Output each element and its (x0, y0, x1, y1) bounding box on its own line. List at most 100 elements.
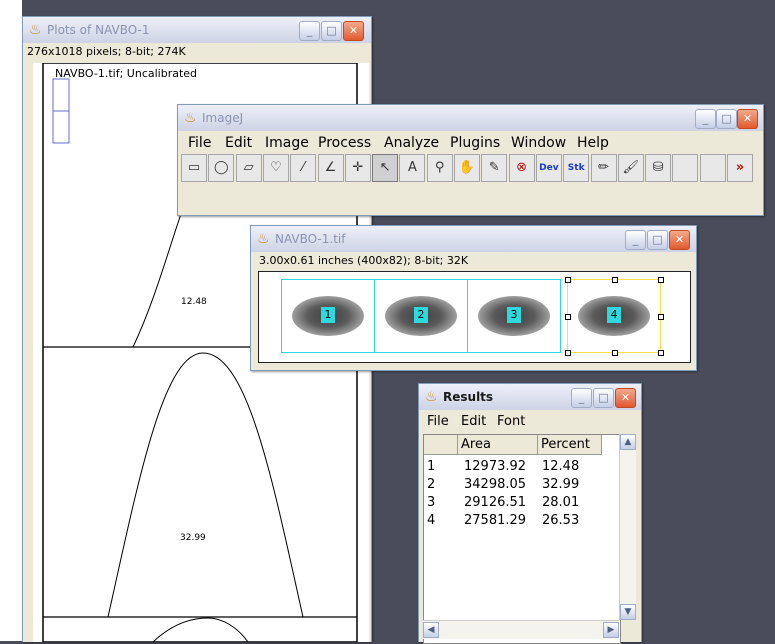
horizontal-scrollbar[interactable]: ◀ ▶ (423, 620, 619, 639)
lane-selection-2[interactable]: 2 (374, 279, 468, 353)
minimize-button[interactable]: _ (695, 109, 716, 129)
menu-analyze[interactable]: Analyze (384, 135, 440, 151)
menu-plugins[interactable]: Plugins (450, 135, 501, 151)
minimize-button[interactable]: _ (571, 388, 592, 408)
angle-tool-icon[interactable]: ∠ (317, 154, 344, 182)
area-cell: 27581.29 (464, 513, 527, 528)
cancel-tool-icon[interactable]: ⊗ (508, 154, 535, 182)
menu-edit[interactable]: Edit (225, 135, 253, 151)
imagej-menubar: File Edit Image Process Analyze Plugins … (178, 132, 763, 154)
row-index: 4 (427, 513, 436, 528)
color-picker-tool-icon[interactable]: ✎ (481, 154, 508, 182)
plots-info: 276x1018 pixels; 8-bit; 274K (27, 45, 186, 58)
scroll-down-icon[interactable]: ▼ (620, 604, 636, 620)
lane-selection-3[interactable]: 3 (467, 279, 561, 353)
column-header-area[interactable]: Area (458, 435, 538, 455)
menu-process[interactable]: Process (318, 135, 372, 151)
maximize-button[interactable]: □ (321, 21, 342, 41)
magnifier-tool-icon[interactable]: ⚲ (426, 154, 453, 182)
close-button[interactable]: ✕ (737, 109, 758, 129)
maximize-button[interactable]: □ (593, 388, 614, 408)
results-menu-file[interactable]: File (427, 414, 449, 429)
lane-number-2: 2 (414, 307, 428, 323)
freehand-tool-icon[interactable]: ♡ (262, 154, 289, 182)
maximize-button[interactable]: □ (647, 230, 668, 250)
vertical-scrollbar[interactable]: ▲ ▼ (619, 434, 636, 620)
imagej-microscope-icon: ♨ (425, 389, 438, 405)
polygon-tool-icon[interactable]: ▱ (235, 154, 262, 182)
lane-number-1: 1 (321, 307, 335, 323)
lane-number-4: 4 (607, 307, 621, 323)
resize-handle[interactable] (565, 314, 571, 320)
menu-image[interactable]: Image (265, 135, 309, 151)
close-button[interactable]: ✕ (669, 230, 690, 250)
resize-handle[interactable] (658, 350, 664, 356)
resize-handle[interactable] (565, 277, 571, 283)
oval-tool-icon[interactable]: ◯ (208, 154, 235, 182)
left-margin (0, 0, 22, 641)
close-button[interactable]: ✕ (615, 388, 636, 408)
flood-fill-tool-icon[interactable]: ⛁ (645, 154, 672, 182)
area-cell: 34298.05 (464, 477, 527, 492)
peak-label-1: 12.48 (181, 297, 207, 307)
area-cell: 29126.51 (464, 495, 527, 510)
menu-help[interactable]: Help (577, 135, 609, 151)
results-menu-edit[interactable]: Edit (461, 414, 487, 429)
percent-cell: 26.53 (542, 513, 580, 528)
brush-tool-icon[interactable]: 🖌 (617, 154, 644, 182)
scroll-right-icon[interactable]: ▶ (603, 622, 619, 638)
navbo-title: NAVBO-1.tif (275, 232, 346, 246)
imagej-titlebar[interactable]: ♨ ImageJ _ □ ✕ (178, 105, 763, 131)
maximize-button[interactable]: □ (716, 109, 737, 129)
imagej-microscope-icon: ♨ (184, 110, 197, 126)
row-index: 1 (427, 459, 436, 474)
empty-tool-slot[interactable] (672, 154, 699, 182)
resize-handle[interactable] (612, 350, 618, 356)
navbo-titlebar[interactable]: ♨ NAVBO-1.tif _ □ ✕ (251, 226, 696, 252)
more-tools-icon[interactable]: » (727, 154, 753, 182)
resize-handle[interactable] (612, 277, 618, 283)
line-tool-icon[interactable]: ⁄ (290, 154, 317, 182)
rectangle-tool-icon[interactable]: ▭ (181, 154, 207, 182)
wand-tool-icon[interactable]: ↖ (372, 154, 399, 182)
empty-tool-slot[interactable] (699, 154, 726, 182)
lane-selection-4[interactable]: 4 (565, 277, 664, 356)
resize-handle[interactable] (658, 277, 664, 283)
navbo-info: 3.00x0.61 inches (400x82); 8-bit; 32K (259, 254, 469, 267)
text-tool-icon[interactable]: A (399, 154, 426, 182)
resize-handle[interactable] (658, 314, 664, 320)
imagej-toolbar: ▭ ◯ ▱ ♡ ⁄ ∠ ✛ ↖ A ⚲ ✋ ✎ ⊗ Dev Stk ✏ 🖌 ⛁ » (181, 154, 759, 184)
percent-cell: 32.99 (542, 477, 580, 492)
area-cell: 12973.92 (464, 459, 527, 474)
imagej-window: ♨ ImageJ _ □ ✕ File Edit Image Process A… (177, 104, 764, 216)
column-header-index[interactable] (424, 435, 458, 455)
point-tool-icon[interactable]: ✛ (344, 154, 371, 182)
scroll-up-icon[interactable]: ▲ (620, 434, 636, 450)
scroll-tool-icon[interactable]: ✋ (454, 154, 480, 182)
results-titlebar[interactable]: ♨ Results _ □ ✕ (419, 384, 641, 410)
lane-selection-1[interactable]: 1 (281, 279, 375, 353)
pencil-tool-icon[interactable]: ✏ (590, 154, 617, 182)
stk-tool-icon[interactable]: Stk (563, 154, 590, 182)
plots-titlebar[interactable]: ♨ Plots of NAVBO-1 _ □ ✕ (23, 17, 371, 43)
gel-image[interactable]: 1 2 3 4 (258, 271, 691, 363)
imagej-microscope-icon: ♨ (29, 22, 42, 38)
resize-handle[interactable] (565, 350, 571, 356)
menu-window[interactable]: Window (511, 135, 567, 151)
results-window: ♨ Results _ □ ✕ File Edit Font Area Perc… (418, 383, 642, 644)
imagej-title: ImageJ (202, 111, 244, 125)
results-table[interactable]: Area Percent 1 12973.92 12.48 2 34298.05 32.9… (423, 434, 621, 644)
scroll-left-icon[interactable]: ◀ (423, 622, 439, 638)
lane-number-3: 3 (507, 307, 521, 323)
peak-label-2: 32.99 (180, 533, 206, 543)
dev-tool-icon[interactable]: Dev (535, 154, 562, 182)
column-header-percent[interactable]: Percent (538, 435, 602, 455)
imagej-microscope-icon: ♨ (257, 231, 270, 247)
navbo-image-window: ♨ NAVBO-1.tif _ □ ✕ 3.00x0.61 inches (40… (250, 225, 697, 371)
minimize-button[interactable]: _ (625, 230, 646, 250)
minimize-button[interactable]: _ (299, 21, 320, 41)
results-menu-font[interactable]: Font (497, 414, 526, 429)
plots-title: Plots of NAVBO-1 (47, 23, 150, 37)
close-button[interactable]: ✕ (343, 21, 364, 41)
menu-file[interactable]: File (188, 135, 212, 151)
